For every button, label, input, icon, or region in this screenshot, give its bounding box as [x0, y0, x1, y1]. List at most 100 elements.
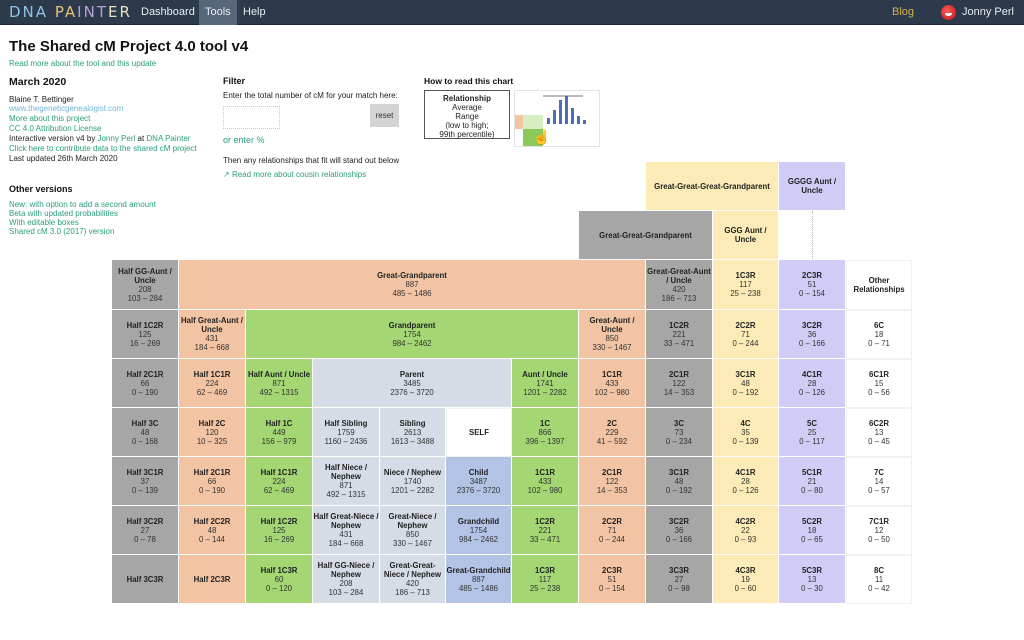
- relationship-cell[interactable]: 1C2R 221 33 – 471: [646, 310, 713, 359]
- relationship-cell[interactable]: Half Great-Aunt / Uncle 431 184 – 668: [179, 310, 246, 359]
- relationship-cell[interactable]: Half 3C3R: [112, 555, 179, 604]
- relationship-cell[interactable]: 2C2R 71 0 – 244: [579, 506, 646, 555]
- relationship-cell[interactable]: 4C1R 28 0 – 126: [713, 457, 779, 506]
- relationship-cell[interactable]: Child 3487 2376 – 3720: [446, 457, 512, 506]
- relationship-cell[interactable]: Half 3C2R 27 0 – 78: [112, 506, 179, 555]
- relationship-cell[interactable]: 7C1R 12 0 – 50: [846, 506, 912, 555]
- version-link-beta[interactable]: Beta with updated probabilities: [9, 209, 118, 218]
- more-about-link[interactable]: More about this project: [9, 114, 91, 123]
- relationship-cell[interactable]: 3C 73 0 – 234: [646, 408, 713, 457]
- relationship-cell[interactable]: 2C2R 71 0 – 244: [713, 310, 779, 359]
- version-link-second-amount[interactable]: New: with option to add a second amount: [9, 200, 156, 209]
- relationship-cell[interactable]: Half 1C1R 224 62 – 469: [246, 457, 313, 506]
- contribute-link[interactable]: Click here to contribute data to the sha…: [9, 144, 197, 153]
- relationship-cell[interactable]: 1C3R 117 25 – 238: [713, 260, 779, 310]
- relationship-cell[interactable]: Parent 3485 2376 – 3720: [313, 359, 512, 408]
- relationship-cell[interactable]: 2C1R 122 14 – 353: [579, 457, 646, 506]
- relationship-cell[interactable]: 4C2R 22 0 – 93: [713, 506, 779, 555]
- relationship-cell[interactable]: 5C3R 13 0 – 30: [779, 555, 846, 604]
- relationship-cell[interactable]: Half 1C 449 156 – 979: [246, 408, 313, 457]
- relationship-cell[interactable]: Aunt / Uncle 1741 1201 – 2282: [512, 359, 579, 408]
- cousin-relationships-link[interactable]: Read more about cousin relationships: [231, 170, 367, 179]
- relationship-cell[interactable]: Half Aunt / Uncle 871 492 – 1315: [246, 359, 313, 408]
- nav-blog[interactable]: Blog: [892, 6, 915, 18]
- relationship-cell[interactable]: Half 1C3R 60 0 – 120: [246, 555, 313, 604]
- relationship-cell[interactable]: Half GG-Niece / Nephew 208 103 – 284: [313, 555, 380, 604]
- relationship-cell[interactable]: 3C2R 36 0 – 166: [779, 310, 846, 359]
- relationship-cell[interactable]: Great-Grandchild 887 485 – 1486: [446, 555, 512, 604]
- relationship-cell[interactable]: Half 2C3R: [179, 555, 246, 604]
- cm-input[interactable]: [223, 106, 280, 129]
- relationship-cell[interactable]: 1C1R 433 102 – 980: [579, 359, 646, 408]
- relationship-cell[interactable]: SELF: [446, 408, 512, 457]
- relationship-cell[interactable]: 2C1R 122 14 – 353: [646, 359, 713, 408]
- version-link-v3[interactable]: Shared cM 3.0 (2017) version: [9, 227, 115, 236]
- relationship-cell[interactable]: 3C1R 48 0 – 192: [646, 457, 713, 506]
- relationship-cell[interactable]: 4C1R 28 0 – 126: [779, 359, 846, 408]
- relationship-cell[interactable]: Half 2C1R 66 0 – 190: [179, 457, 246, 506]
- relationship-cell[interactable]: Half 2C1R 66 0 – 190: [112, 359, 179, 408]
- user-menu[interactable]: Jonny Perl: [962, 6, 1014, 18]
- relationship-cell[interactable]: Great-Niece / Nephew 850 330 – 1467: [380, 506, 446, 555]
- relationship-cell[interactable]: 4C 35 0 – 139: [713, 408, 779, 457]
- relationship-cell[interactable]: Half 1C2R 125 16 – 269: [112, 310, 179, 359]
- relationship-cell[interactable]: 5C 25 0 – 117: [779, 408, 846, 457]
- author-link[interactable]: Jonny Perl: [97, 134, 136, 143]
- reset-button[interactable]: reset: [370, 104, 399, 127]
- cousin-link-row[interactable]: ↗ Read more about cousin relationships: [223, 170, 366, 180]
- relationship-cell[interactable]: GGG Aunt / Uncle: [713, 211, 779, 260]
- relationship-cell[interactable]: Great-Great-Grandparent: [579, 211, 713, 260]
- license-link[interactable]: CC 4.0 Attribution License: [9, 124, 102, 133]
- relationship-cell[interactable]: Half 1C2R 125 16 – 269: [246, 506, 313, 555]
- version-link-editable[interactable]: With editable boxes: [9, 218, 79, 227]
- relationship-cell[interactable]: Half 1C1R 224 62 – 469: [179, 359, 246, 408]
- nav-tools[interactable]: Tools: [199, 0, 237, 25]
- relationship-cell[interactable]: Grandchild 1754 984 – 2462: [446, 506, 512, 555]
- relationship-cell[interactable]: 1C 866 396 – 1397: [512, 408, 579, 457]
- read-more-link[interactable]: Read more about the tool and this update: [9, 59, 157, 68]
- relationship-cell[interactable]: 1C3R 117 25 – 238: [512, 555, 579, 604]
- relationship-cell[interactable]: Great-Grandparent 887 485 – 1486: [179, 260, 646, 310]
- relationship-cell[interactable]: 7C 14 0 – 57: [846, 457, 912, 506]
- relationship-cell[interactable]: Half 2C 120 10 – 325: [179, 408, 246, 457]
- relationship-cell[interactable]: Half Niece / Nephew 871 492 – 1315: [313, 457, 380, 506]
- enter-percent-link[interactable]: or enter %: [223, 135, 265, 145]
- relationship-cell[interactable]: 8C 11 0 – 42: [846, 555, 912, 604]
- relationship-cell[interactable]: GGGG Aunt / Uncle: [779, 162, 846, 211]
- user-avatar-icon[interactable]: [941, 5, 956, 20]
- relationship-cell[interactable]: Half GG-Aunt / Uncle 208 103 – 284: [112, 260, 179, 310]
- relationship-cell[interactable]: 2C3R 51 0 – 154: [579, 555, 646, 604]
- relationship-cell[interactable]: Half 3C 48 0 – 168: [112, 408, 179, 457]
- site-link[interactable]: DNA Painter: [146, 134, 191, 143]
- relationship-cell[interactable]: 3C1R 48 0 – 192: [713, 359, 779, 408]
- relationship-cell[interactable]: 6C2R 13 0 – 45: [846, 408, 912, 457]
- brand-logo[interactable]: DNA PAINTER: [9, 3, 132, 21]
- relationship-cell[interactable]: Half 3C1R 37 0 – 139: [112, 457, 179, 506]
- relationship-cell[interactable]: Great-Aunt / Uncle 850 330 – 1467: [579, 310, 646, 359]
- relationship-cell[interactable]: 5C2R 18 0 – 65: [779, 506, 846, 555]
- relationship-cell[interactable]: Great-Great-Aunt / Uncle 420 186 – 713: [646, 260, 713, 310]
- relationship-cell[interactable]: 2C3R 51 0 – 154: [779, 260, 846, 310]
- relationship-cell[interactable]: Half Great-Niece / Nephew 431 184 – 668: [313, 506, 380, 555]
- relationship-cell[interactable]: 6C1R 15 0 – 56: [846, 359, 912, 408]
- relationship-cell[interactable]: 4C3R 19 0 – 60: [713, 555, 779, 604]
- relationship-cell[interactable]: 3C2R 36 0 – 166: [646, 506, 713, 555]
- relationship-cell[interactable]: 1C1R 433 102 – 980: [512, 457, 579, 506]
- relationship-cell[interactable]: Sibling 2613 1613 – 3488: [380, 408, 446, 457]
- relationship-cell[interactable]: Great-Great-Great-Grandparent: [646, 162, 779, 211]
- relationship-cell[interactable]: 2C 229 41 – 592: [579, 408, 646, 457]
- relationship-cell[interactable]: Half Sibling 1759 1160 – 2436: [313, 408, 380, 457]
- relationship-cell[interactable]: Great-Great-Niece / Nephew 420 186 – 713: [380, 555, 446, 604]
- relationship-cell[interactable]: Other Relationships: [846, 260, 912, 310]
- relationship-cell[interactable]: Niece / Nephew 1740 1201 – 2282: [380, 457, 446, 506]
- relationship-cell[interactable]: 3C3R 27 0 – 98: [646, 555, 713, 604]
- nav-help[interactable]: Help: [243, 6, 266, 18]
- how-to-read-thumbnail[interactable]: ☝: [514, 90, 600, 147]
- relationship-cell[interactable]: Half 2C2R 48 0 – 144: [179, 506, 246, 555]
- relationship-cell[interactable]: 6C 18 0 – 71: [846, 310, 912, 359]
- relationship-cell[interactable]: Grandparent 1754 984 – 2462: [246, 310, 579, 359]
- nav-dashboard[interactable]: Dashboard: [141, 6, 195, 18]
- relationship-cell[interactable]: 1C2R 221 33 – 471: [512, 506, 579, 555]
- relationship-cell[interactable]: 5C1R 21 0 – 80: [779, 457, 846, 506]
- website-link[interactable]: www.thegeneticgenealogist.com: [9, 104, 124, 113]
